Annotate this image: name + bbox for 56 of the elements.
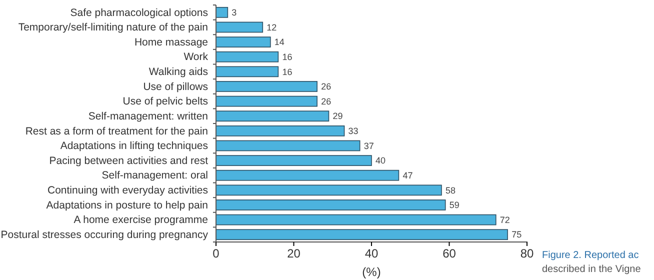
- text: described in the Vigne: [542, 264, 642, 275]
- y-tick-label: Temporary/self-limiting nature of the pain: [18, 22, 208, 34]
- bar: [216, 125, 345, 136]
- data-label: 12: [266, 22, 277, 32]
- y-tick-label: Work: [184, 51, 209, 64]
- y-tick-label: Self-management: written: [88, 110, 208, 122]
- bar: [216, 51, 279, 62]
- bar: [216, 110, 330, 122]
- y-tick-label: Rest as a form of treatment for the pain: [25, 125, 208, 138]
- y-tick-label: Adaptations in lifting techniques: [60, 140, 208, 152]
- data-label: 14: [274, 37, 284, 48]
- data-label: 72: [500, 214, 510, 225]
- bar: [216, 81, 318, 92]
- x-tick-label: 40: [364, 246, 378, 261]
- data-label: 16: [282, 66, 292, 77]
- data-label: 47: [402, 170, 413, 180]
- bar: [216, 155, 372, 166]
- data-label: 16: [282, 52, 292, 62]
- bar: [216, 6, 228, 18]
- y-tick-label: Continuing with everyday activities: [48, 184, 208, 197]
- y-tick-label: A home exercise programme: [74, 214, 208, 226]
- y-tick-label: Self-management: oral: [102, 170, 208, 182]
- x-tick-label: 0: [212, 246, 220, 261]
- data-label: 26: [321, 82, 332, 92]
- bar: [216, 22, 264, 33]
- bar: [216, 200, 446, 210]
- y-tick-label: Postural stresses occuring during pregnancy: [0, 228, 209, 241]
- bar: [216, 36, 271, 48]
- data-label: 29: [332, 111, 343, 122]
- bar: [216, 140, 360, 152]
- data-label: 37: [364, 140, 374, 151]
- y-tick-label: Use of pelvic belts: [122, 96, 208, 108]
- bar: [216, 96, 318, 107]
- bar: [216, 66, 279, 78]
- y-tick-label: Home massage: [134, 36, 208, 48]
- bar: [216, 214, 496, 226]
- caption: Figure 2. Reported ac: [542, 250, 639, 261]
- y-tick-label: Adaptations in posture to help pain: [46, 199, 208, 212]
- data-label: 58: [445, 185, 456, 196]
- y-tick-label: Walking aids: [148, 66, 208, 78]
- data-label: 59: [449, 200, 460, 210]
- data-label: 3: [232, 8, 237, 18]
- data-label: 40: [376, 156, 386, 166]
- data-label: 26: [321, 96, 332, 106]
- x-axis-title: (%): [362, 265, 381, 279]
- y-tick-label: Pacing between activities and rest: [49, 154, 208, 167]
- y-tick-label: Use of pillows: [143, 80, 208, 93]
- y-tick-label: Safe pharmacological options: [70, 6, 208, 19]
- x-tick-label: 80: [520, 246, 534, 261]
- bar: [216, 229, 508, 240]
- x-tick-label: 20: [287, 246, 301, 261]
- bar: [216, 184, 442, 196]
- data-label: 75: [512, 230, 522, 240]
- data-label: 33: [348, 126, 358, 136]
- bar: [216, 170, 400, 181]
- x-tick-label: 60: [442, 246, 456, 261]
